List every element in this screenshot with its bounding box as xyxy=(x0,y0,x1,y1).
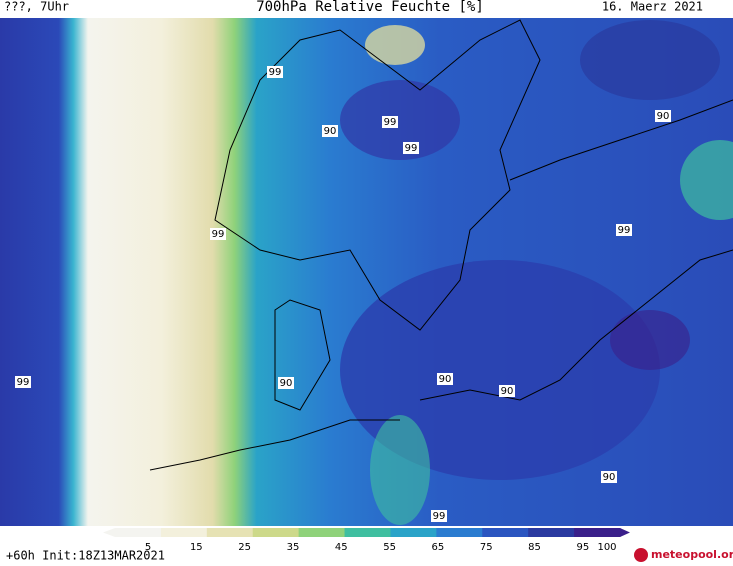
contour-label-bg xyxy=(278,377,294,389)
contour-label-bg xyxy=(382,116,398,128)
colorbar-tick-label: 85 xyxy=(528,542,541,553)
contour-label-bg xyxy=(431,510,447,522)
colorbar-tick-label: 55 xyxy=(383,542,396,553)
colorbar-band xyxy=(160,528,208,537)
header-left: ???, 7Uhr xyxy=(4,0,69,14)
contour-label-bg xyxy=(267,66,283,78)
colorbar-band xyxy=(298,528,346,537)
colorbar-band xyxy=(252,528,300,537)
contour-label-bg xyxy=(210,228,226,240)
contour-label-bg xyxy=(655,110,671,122)
colorbar-arrow xyxy=(620,528,630,537)
colorbar-band xyxy=(574,528,621,537)
colorbar-tick-label: 100 xyxy=(597,542,616,553)
footer-left: +60h Init:18Z13MAR2021 xyxy=(6,549,165,563)
colorbar-tick-label: 35 xyxy=(287,542,300,553)
contour-label-bg xyxy=(437,373,453,385)
colorbar-band xyxy=(482,528,529,537)
contour-label: 90 xyxy=(324,126,337,137)
contour-label-bg xyxy=(15,376,31,388)
contour-label: 99 xyxy=(17,377,30,388)
colorbar-band xyxy=(206,528,254,537)
contour-label-bg xyxy=(403,142,419,154)
colorbar-band xyxy=(344,528,391,537)
colorbar-band xyxy=(390,528,437,537)
contour-label: 99 xyxy=(433,511,446,522)
map-title: 700hPa Relative Feuchte [%] xyxy=(256,0,484,15)
colorbar-tick-label: 25 xyxy=(238,542,251,553)
map-date: 16. Maerz 2021 xyxy=(602,0,703,14)
contour-label: 99 xyxy=(212,229,225,240)
contour-label: 90 xyxy=(603,472,616,483)
contour-label: 99 xyxy=(405,143,418,154)
colorbar-band xyxy=(528,528,575,537)
contour-label: 99 xyxy=(269,67,282,78)
colorbar-tick-label: 5 xyxy=(145,542,151,553)
colorbar-arrow xyxy=(103,528,115,537)
contour-label-bg xyxy=(499,385,515,397)
logo: meteopool.org xyxy=(651,548,733,561)
colorbar-band xyxy=(436,528,483,537)
contour-label-bg xyxy=(616,224,632,236)
contour-label: 99 xyxy=(618,225,631,236)
contour-label: 99 xyxy=(384,117,397,128)
logo-icon xyxy=(634,548,648,562)
colorbar-tick-label: 75 xyxy=(480,542,493,553)
colorbar-tick-label: 45 xyxy=(335,542,348,553)
contour-label-bg xyxy=(601,471,617,483)
colorbar: 5 15 25 35 45 55 65 75 85 95 100 xyxy=(103,528,630,553)
colorbar-tick-label: 15 xyxy=(190,542,203,553)
colorbar-tick-label: 65 xyxy=(432,542,445,553)
contour-label-bg xyxy=(322,125,338,137)
colorbar-band xyxy=(115,528,162,537)
contour-label: 90 xyxy=(501,386,514,397)
contour-label: 90 xyxy=(657,111,670,122)
map xyxy=(0,18,733,526)
contour-label: 90 xyxy=(280,378,293,389)
contour-label: 90 xyxy=(439,374,452,385)
colorbar-tick-label: 95 xyxy=(576,542,589,553)
